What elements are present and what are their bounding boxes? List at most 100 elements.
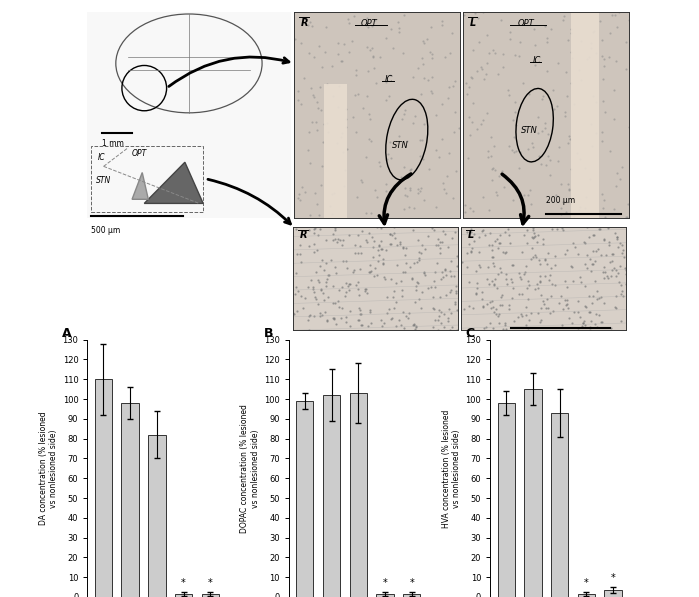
Point [528,232,539,242]
Point [309,92,320,101]
Point [365,267,376,276]
Point [380,95,391,104]
Text: *: * [382,578,387,589]
Point [550,190,561,199]
Text: 100 μm: 100 μm [524,346,556,355]
Point [515,275,526,284]
Point [340,317,352,327]
Point [599,61,610,70]
Point [563,131,575,141]
Point [562,35,573,44]
Text: 200 μm: 200 μm [546,196,575,205]
Point [449,299,461,309]
Point [386,314,397,324]
Point [510,146,521,156]
Point [312,125,323,135]
Point [597,136,608,146]
Point [546,291,557,300]
Point [433,325,444,335]
Point [545,308,556,318]
Point [398,109,410,119]
Point [367,253,378,262]
Point [303,325,315,335]
Point [487,276,498,286]
Point [442,242,454,252]
Point [384,229,395,239]
Point [547,279,558,288]
Point [596,318,607,327]
Point [419,119,430,129]
Point [435,318,447,328]
Point [600,267,611,277]
Point [623,15,634,24]
Point [586,316,597,326]
Point [433,306,445,315]
Point [291,306,302,316]
Point [385,24,396,34]
Point [427,293,438,302]
Text: IC: IC [533,56,541,66]
Point [518,205,529,214]
Point [373,256,384,266]
Point [403,309,415,318]
Point [308,91,319,100]
Point [472,66,483,76]
Point [333,285,345,295]
Point [333,81,345,91]
Point [423,284,434,293]
Point [399,267,410,277]
Point [484,48,495,58]
Point [471,283,482,293]
Point [314,277,325,287]
Point [510,107,521,116]
Point [541,260,552,269]
Point [541,303,552,313]
Point [599,54,610,63]
Point [333,296,344,306]
Point [309,248,320,257]
Point [596,318,607,327]
Point [513,51,524,60]
Point [542,152,554,161]
Point [586,260,598,269]
Point [445,266,456,276]
Point [438,310,449,319]
Point [585,38,596,48]
Point [547,224,558,233]
Point [405,185,416,195]
Point [470,266,482,275]
Point [449,127,460,136]
Point [340,278,352,287]
Point [322,127,333,137]
Point [396,114,408,124]
Point [398,244,409,253]
Point [428,304,439,314]
Point [310,117,322,127]
Point [591,128,602,138]
Point [507,283,519,293]
Point [412,258,423,267]
Point [587,230,598,239]
Point [597,35,608,45]
Point [521,238,533,248]
Point [417,136,428,145]
Point [418,60,429,69]
Point [416,287,427,297]
Point [510,50,521,60]
Point [327,229,338,239]
Point [623,199,634,209]
Point [350,90,361,100]
Point [355,248,366,258]
Point [587,246,598,256]
Polygon shape [132,173,148,199]
Point [355,241,366,251]
Point [446,323,457,333]
Point [377,259,389,268]
Point [431,146,442,155]
Point [370,16,381,25]
Point [304,241,315,251]
Point [294,249,305,259]
Point [312,275,323,284]
Point [525,308,536,318]
Text: STN: STN [521,127,538,136]
